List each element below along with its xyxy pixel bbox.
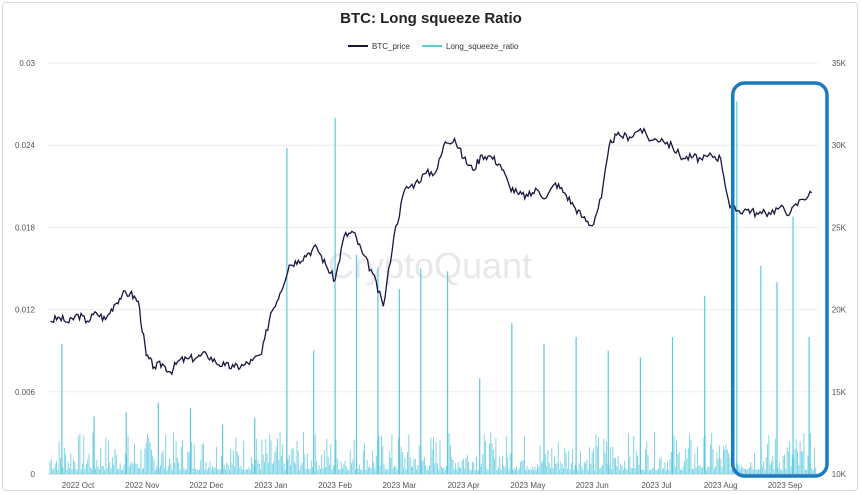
- x-tick-label: 2023 Feb: [318, 481, 352, 490]
- left-tick-label: 0.012: [15, 306, 36, 315]
- x-tick-label: 2023 Apr: [448, 481, 480, 490]
- x-tick-label: 2022 Nov: [125, 481, 159, 490]
- x-axis-ticks: 2022 Oct 2022 Nov 2022 Dec 2023 Jan 2023 Feb…: [62, 481, 803, 490]
- btc-price-line: [50, 126, 813, 376]
- right-tick-label: 35K: [832, 59, 847, 68]
- x-tick-label: 2023 Mar: [382, 481, 416, 490]
- right-axis-ticks: 10K 15K 20K 25K 30K 35K: [832, 59, 847, 479]
- x-tick-label: 2023 Jul: [641, 481, 671, 490]
- left-tick-label: 0: [31, 470, 36, 479]
- left-tick-label: 0.024: [15, 141, 36, 150]
- legend-label-ratio: Long_squeeze_ratio: [446, 42, 519, 51]
- right-tick-label: 10K: [832, 470, 847, 479]
- highlight-box: [730, 81, 829, 478]
- left-tick-label: 0.018: [15, 223, 36, 232]
- chart-title: BTC: Long squeeze Ratio: [340, 10, 522, 27]
- x-tick-label: 2023 Aug: [704, 481, 738, 490]
- x-tick-label: 2023 May: [510, 481, 545, 490]
- legend: BTC_price Long_squeeze_ratio: [348, 42, 519, 51]
- right-tick-label: 15K: [832, 388, 847, 397]
- left-tick-label: 0.03: [19, 59, 35, 68]
- right-tick-label: 20K: [832, 306, 847, 315]
- btc-price-series: [50, 126, 813, 376]
- legend-label-btc-price: BTC_price: [372, 42, 410, 51]
- watermark: CryptoQuant: [328, 245, 532, 286]
- x-tick-label: 2022 Oct: [62, 481, 95, 490]
- long-squeeze-ratio-series: [49, 101, 817, 474]
- left-axis-ticks: 0 0.006 0.012 0.018 0.024 0.03: [15, 59, 36, 479]
- right-tick-label: 25K: [832, 223, 847, 232]
- left-tick-label: 0.006: [15, 388, 36, 397]
- x-tick-label: 2022 Dec: [189, 481, 223, 490]
- highlight-rect: [730, 81, 829, 478]
- x-tick-label: 2023 Jun: [576, 481, 609, 490]
- right-tick-label: 30K: [832, 141, 847, 150]
- x-tick-label: 2023 Sep: [768, 481, 803, 490]
- x-tick-label: 2023 Jan: [254, 481, 287, 490]
